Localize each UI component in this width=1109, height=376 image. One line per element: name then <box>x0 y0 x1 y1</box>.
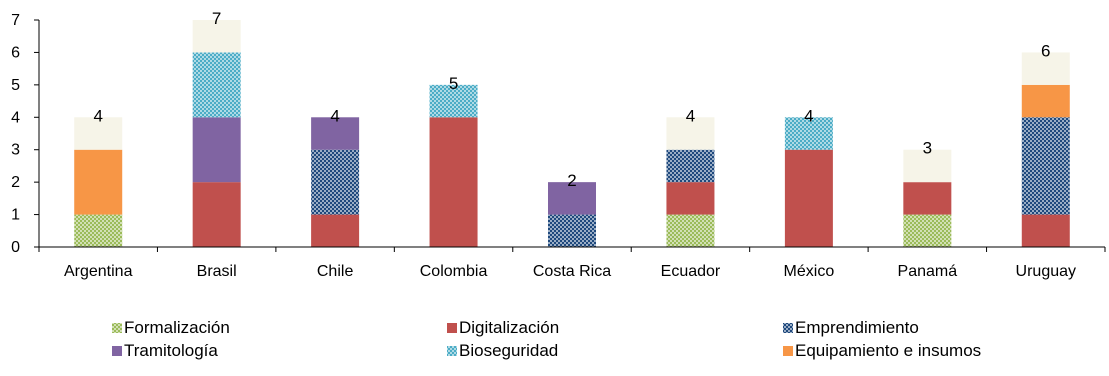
y-tick-label: 2 <box>11 174 20 191</box>
x-tick-label: Argentina <box>64 263 133 280</box>
y-tick-label: 6 <box>11 44 20 61</box>
legend-swatch <box>447 346 457 356</box>
legend-swatch <box>447 323 457 333</box>
bar-segment <box>1021 214 1070 247</box>
bar-segment <box>1021 84 1070 118</box>
bar-segment <box>311 117 360 150</box>
legend-swatch <box>783 323 793 333</box>
bar-total-label: 6 <box>1041 41 1050 60</box>
y-tick-label: 1 <box>11 207 20 224</box>
legend-label: Equipamiento e insumos <box>795 341 981 360</box>
bar-segment <box>192 182 241 247</box>
legend: Formalización Digitalización Emprendimient… <box>112 318 981 360</box>
bar-segment <box>192 117 241 183</box>
bar-total-label: 4 <box>93 106 102 125</box>
x-tick-label: Chile <box>317 263 354 280</box>
bar-segment <box>548 214 596 247</box>
bar-segment <box>429 117 478 248</box>
labels-layer: 4 Argentina 7 Brasil 4 Chile 5 Colombia 2 Costa R… <box>11 9 1076 280</box>
y-tick-label: 0 <box>11 239 20 256</box>
bar-segment <box>903 214 952 247</box>
bar-segment <box>74 117 123 150</box>
bar-total-label: 3 <box>923 139 932 158</box>
bar-segment <box>666 149 715 183</box>
bar-total-label: 4 <box>804 106 813 125</box>
bar-segment <box>666 117 715 150</box>
x-tick-label: Panamá <box>898 263 958 280</box>
bar-segment <box>192 20 241 53</box>
legend-label: Emprendimiento <box>795 318 919 337</box>
bar-segment <box>192 52 241 118</box>
y-tick-label: 3 <box>11 142 20 159</box>
legend-swatch <box>112 323 122 333</box>
bar-segment <box>666 182 715 215</box>
legend-swatch <box>783 346 793 356</box>
axes-layer <box>34 19 1106 252</box>
legend-label: Bioseguridad <box>459 341 558 360</box>
y-tick-label: 4 <box>11 109 20 126</box>
legend-label: Digitalización <box>459 318 559 337</box>
x-tick-label: México <box>784 263 835 280</box>
bar-segment <box>311 149 360 215</box>
y-tick-label: 7 <box>11 12 20 29</box>
bars-layer <box>74 20 1070 248</box>
x-tick-label: Colombia <box>420 263 488 280</box>
bar-total-label: 2 <box>567 171 576 190</box>
bar-total-label: 7 <box>212 9 221 28</box>
legend-swatch <box>112 346 122 356</box>
bar-segment <box>1021 52 1070 85</box>
bar-segment <box>903 149 952 183</box>
bar-segment <box>903 182 952 215</box>
bar-total-label: 5 <box>449 74 458 93</box>
bar-segment <box>784 149 833 247</box>
bar-segment <box>74 149 123 215</box>
legend-label: Formalización <box>124 318 230 337</box>
x-tick-label: Costa Rica <box>533 263 611 280</box>
x-tick-label: Ecuador <box>661 263 721 280</box>
x-tick-label: Uruguay <box>1016 263 1076 280</box>
bar-segment <box>666 214 715 247</box>
y-tick-label: 5 <box>11 77 20 94</box>
bar-segment <box>311 214 360 247</box>
legend-label: Tramitología <box>124 341 218 360</box>
bar-total-label: 4 <box>330 106 339 125</box>
bar-segment <box>1021 117 1070 215</box>
bar-segment <box>548 182 596 215</box>
x-tick-label: Brasil <box>197 263 237 280</box>
bar-segment <box>429 84 478 118</box>
bar-segment <box>784 117 833 150</box>
bar-total-label: 4 <box>686 106 695 125</box>
bar-segment <box>74 214 123 247</box>
